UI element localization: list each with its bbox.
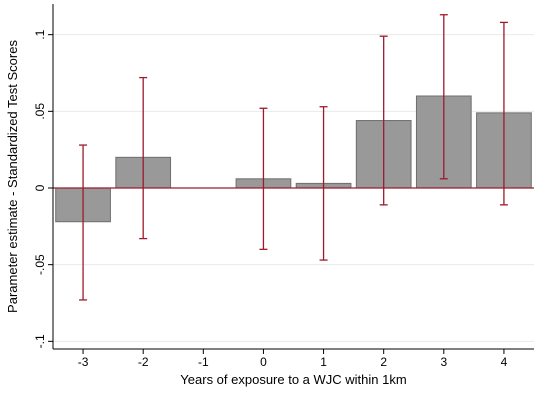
x-tick-label: -2 bbox=[138, 355, 149, 369]
error-bar bbox=[499, 21, 508, 206]
error-bar bbox=[259, 107, 268, 250]
error-bar bbox=[79, 144, 88, 301]
y-tick-label: 0 bbox=[33, 184, 47, 191]
y-tick-label: -.1 bbox=[33, 334, 47, 348]
bars bbox=[55, 95, 532, 223]
x-tick-label: 4 bbox=[501, 355, 508, 369]
error-bar bbox=[139, 76, 148, 240]
error-bar bbox=[379, 35, 388, 206]
y-axis-label: Parameter estimate - Standardized Test S… bbox=[5, 40, 20, 313]
y-axis-ticks: -.1 -.05 0 .05 .1 bbox=[33, 29, 53, 348]
x-tick-label: 1 bbox=[320, 355, 327, 369]
x-tick-label: 0 bbox=[260, 355, 267, 369]
gridlines bbox=[53, 34, 534, 342]
error-bar bbox=[439, 14, 448, 180]
y-tick-label: -.05 bbox=[33, 254, 47, 275]
y-tick-label: .1 bbox=[33, 29, 47, 39]
error-bar bbox=[319, 106, 328, 261]
x-axis-ticks: -3 -2 -1 0 1 2 3 4 bbox=[78, 349, 508, 369]
y-tick-label: .05 bbox=[33, 103, 47, 120]
x-axis-label: Years of exposure to a WJC within 1km bbox=[180, 372, 406, 387]
x-tick-label: -1 bbox=[198, 355, 209, 369]
x-tick-label: 2 bbox=[380, 355, 387, 369]
x-tick-label: 3 bbox=[440, 355, 447, 369]
axes bbox=[52, 4, 534, 350]
error-bars bbox=[79, 14, 508, 301]
x-tick-label: -3 bbox=[78, 355, 89, 369]
